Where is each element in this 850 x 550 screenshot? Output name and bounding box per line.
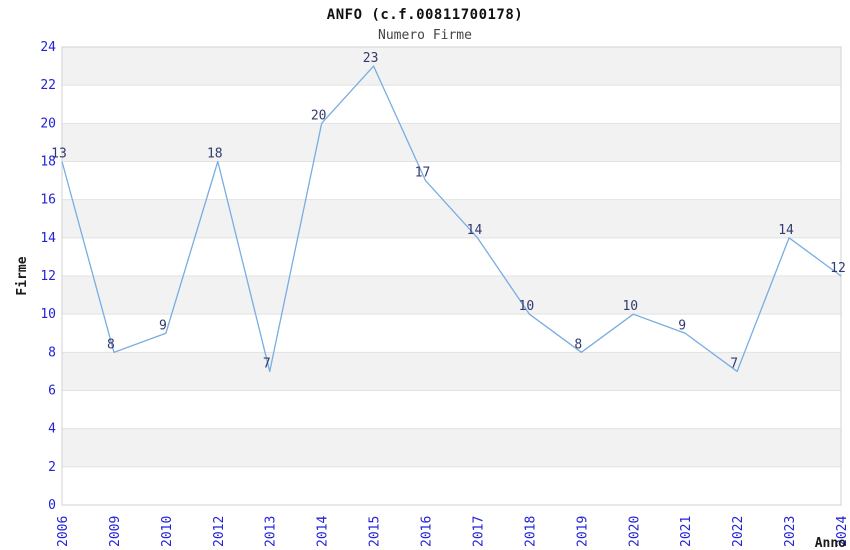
plot-band <box>62 47 841 86</box>
data-point-label: 14 <box>778 223 794 238</box>
y-tick-label: 10 <box>40 307 56 322</box>
y-tick-label: 4 <box>48 422 56 437</box>
series-line <box>61 65 842 373</box>
data-point-label: 13 <box>51 147 67 162</box>
plot-band <box>62 161 841 200</box>
plot-band <box>62 352 841 391</box>
y-tick-label: 6 <box>48 384 56 399</box>
x-tick-label: 2016 <box>420 516 435 547</box>
x-tick-label: 2024 <box>835 516 850 547</box>
chart-title: ANFO (c.f.00811700178) <box>326 7 524 23</box>
y-tick-label: 0 <box>48 498 56 513</box>
x-tick-label: 2017 <box>471 516 486 547</box>
x-tick-label: 2023 <box>783 516 798 547</box>
data-point-label: 9 <box>678 318 686 333</box>
x-tick-label: 2010 <box>160 516 175 547</box>
y-tick-label: 22 <box>40 78 56 93</box>
data-point-label: 10 <box>622 299 638 314</box>
y-tick-label: 12 <box>40 269 56 284</box>
data-point-label: 17 <box>415 166 431 181</box>
y-tick-label: 14 <box>40 231 56 246</box>
data-point-label: 12 <box>830 261 846 276</box>
x-tick-label: 2022 <box>731 516 746 547</box>
y-tick-label: 8 <box>48 345 56 360</box>
y-axis-title: Firme <box>15 256 30 295</box>
data-point-label: 14 <box>467 223 483 238</box>
y-tick-label: 20 <box>40 116 56 131</box>
data-point-label: 7 <box>730 356 738 371</box>
x-tick-label: 2013 <box>264 516 279 547</box>
data-point-label: 20 <box>311 108 327 123</box>
plot-band <box>62 85 841 124</box>
plot-band <box>62 466 841 505</box>
x-tick-label: 2009 <box>108 516 123 547</box>
data-point-label: 7 <box>263 356 271 371</box>
plot-band <box>62 390 841 429</box>
y-tick-label: 24 <box>40 40 56 55</box>
plot-band <box>62 123 841 162</box>
data-point-label: 9 <box>159 318 167 333</box>
x-tick-label: 2012 <box>212 516 227 547</box>
plot-band <box>62 428 841 467</box>
plot-band <box>62 276 841 315</box>
data-point-label: 8 <box>574 337 582 352</box>
x-tick-label: 2018 <box>523 516 538 547</box>
x-tick-label: 2019 <box>575 516 590 547</box>
x-axis-title: Anno <box>815 536 846 550</box>
data-point-label: 10 <box>519 299 535 314</box>
plot-band <box>62 237 841 276</box>
x-tick-label: 2015 <box>368 516 383 547</box>
x-tick-label: 2020 <box>627 516 642 547</box>
x-tick-label: 2006 <box>56 516 71 547</box>
plot-band <box>62 199 841 238</box>
chart-subtitle: Numero Firme <box>378 28 472 43</box>
y-tick-label: 18 <box>40 155 56 170</box>
y-tick-label: 2 <box>48 460 56 475</box>
y-tick-label: 16 <box>40 193 56 208</box>
plot-band <box>62 314 841 353</box>
data-point-label: 8 <box>107 337 115 352</box>
x-tick-label: 2014 <box>316 516 331 547</box>
data-point-label: 18 <box>207 147 223 162</box>
x-tick-label: 2021 <box>679 516 694 547</box>
data-point-label: 23 <box>363 51 379 66</box>
